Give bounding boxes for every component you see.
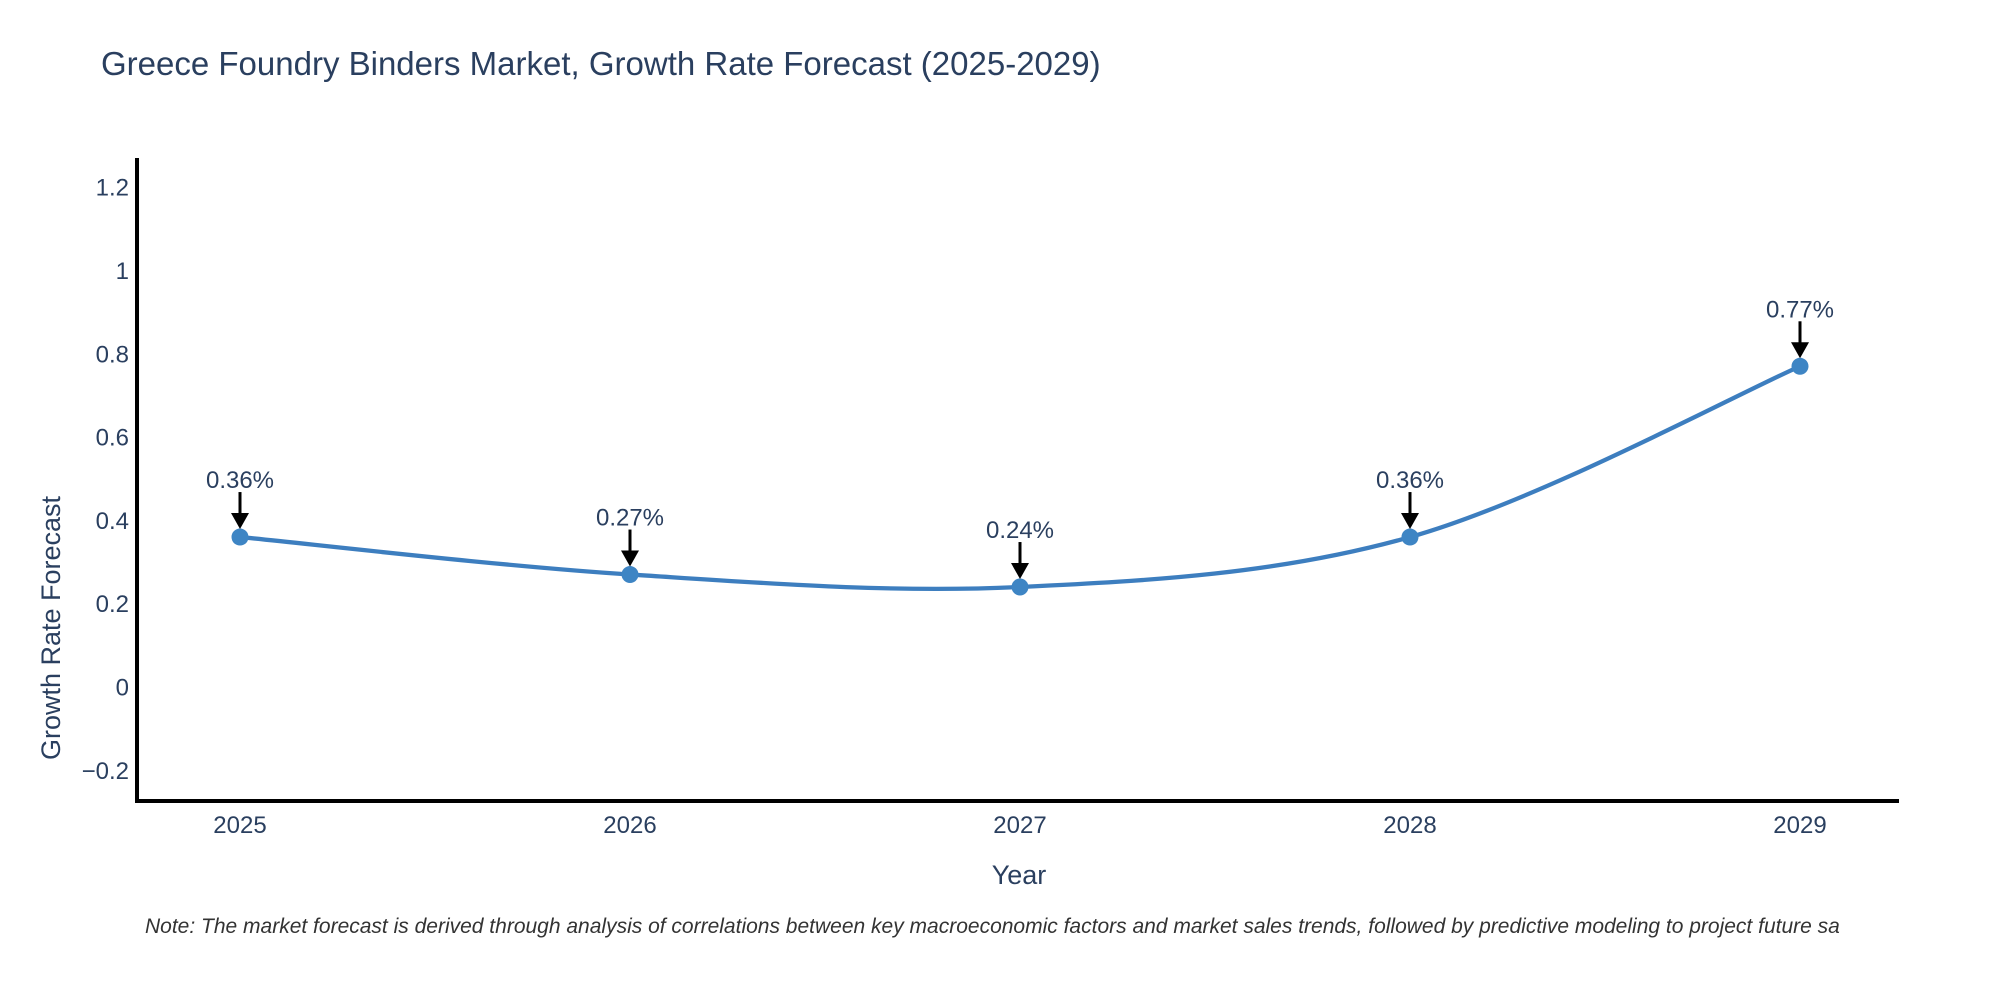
- data-point-marker: [1401, 528, 1419, 546]
- y-tick-label: 0.4: [96, 508, 129, 535]
- annotation-arrow-head: [1401, 513, 1419, 530]
- annotation-arrow-head: [621, 550, 639, 567]
- data-point-marker: [1011, 578, 1029, 596]
- data-point-marker: [231, 528, 249, 546]
- data-point-label: 0.24%: [986, 517, 1054, 544]
- y-tick-label: −0.2: [82, 758, 129, 785]
- annotation-arrow-head: [231, 513, 249, 530]
- x-tick-label: 2026: [603, 812, 656, 839]
- data-point-label: 0.77%: [1766, 296, 1834, 323]
- y-tick-label: 1.2: [96, 175, 129, 202]
- x-tick-label: 2027: [993, 812, 1046, 839]
- data-point-marker: [1791, 357, 1809, 375]
- x-tick-label: 2029: [1773, 812, 1826, 839]
- y-tick-label: 1: [116, 258, 129, 285]
- annotation-arrow-head: [1011, 563, 1029, 580]
- y-tick-label: 0: [116, 675, 129, 702]
- y-tick-label: 0.8: [96, 341, 129, 368]
- x-axis-title: Year: [991, 860, 1047, 890]
- chart-title: Greece Foundry Binders Market, Growth Ra…: [101, 45, 1101, 82]
- data-point-label: 0.27%: [596, 505, 664, 532]
- x-tick-label: 2025: [213, 812, 266, 839]
- data-point-marker: [621, 566, 639, 584]
- annotation-arrow-head: [1791, 342, 1809, 359]
- data-point-label: 0.36%: [1376, 467, 1444, 494]
- x-tick-label: 2028: [1383, 812, 1436, 839]
- data-point-label: 0.36%: [206, 467, 274, 494]
- y-tick-label: 0.6: [96, 425, 129, 452]
- y-tick-label: 0.2: [96, 591, 129, 618]
- footnote: Note: The market forecast is derived thr…: [145, 915, 1840, 938]
